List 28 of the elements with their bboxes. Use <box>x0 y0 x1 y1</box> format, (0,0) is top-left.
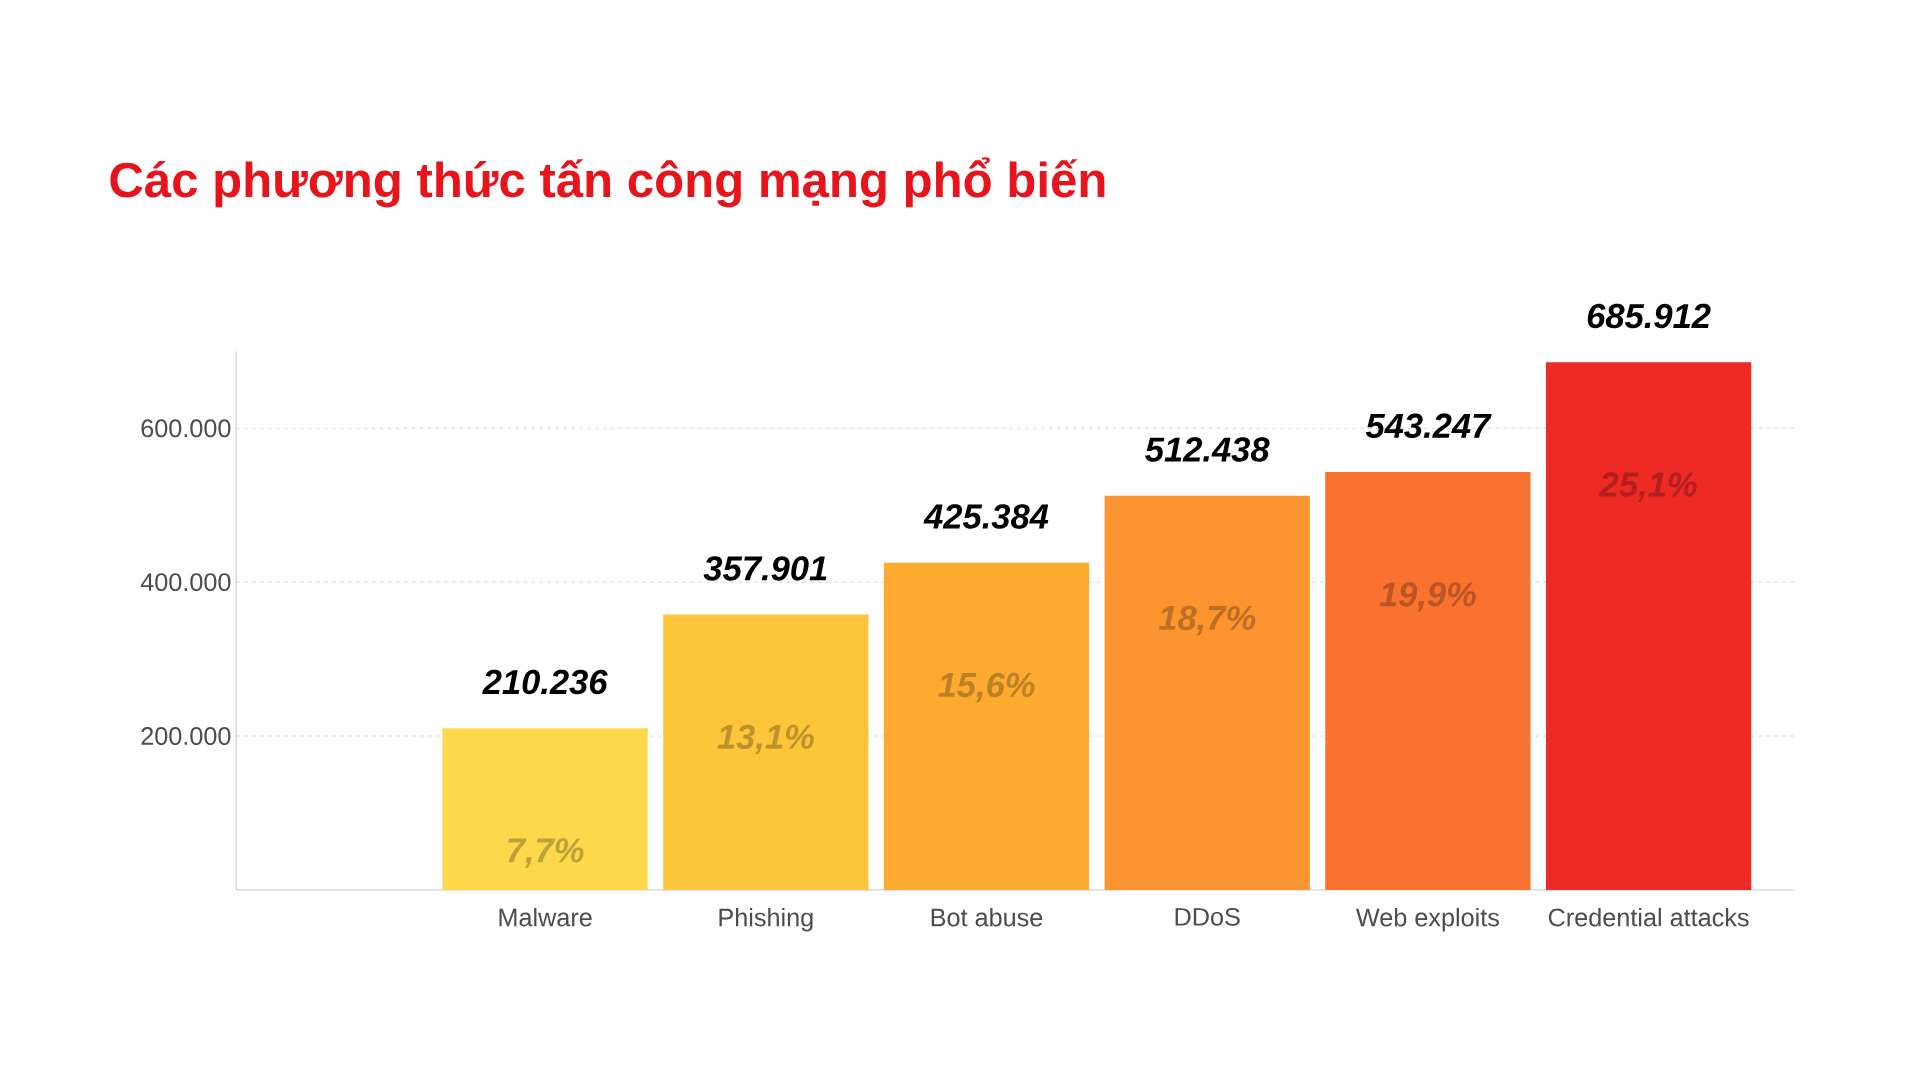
data-label: 210.236 <box>482 669 608 695</box>
bar <box>1545 362 1752 890</box>
bar <box>442 728 648 890</box>
bar <box>1104 495 1310 890</box>
data-label: 543.247 <box>1365 413 1492 439</box>
data-label: 685.912 <box>1587 303 1711 329</box>
x-tick-label: Credential attacks <box>1548 907 1749 927</box>
annotation: 15,6% <box>938 672 1035 703</box>
annotation: 19,9% <box>1379 582 1476 612</box>
bar <box>663 614 869 890</box>
chart-title: Các phương thức tấn công mạng phổ biến <box>110 157 1105 208</box>
y-tick-label: 200.000 <box>141 727 231 745</box>
x-tick-label: DDoS <box>1175 907 1240 926</box>
annotation: 13,1% <box>717 724 814 755</box>
data-label: 425.384 <box>923 504 1049 529</box>
annotation: 18,7% <box>1158 605 1256 636</box>
bar <box>1325 471 1531 890</box>
bar <box>883 562 1090 890</box>
data-label: 357.901 <box>703 556 827 581</box>
y-tick-label: 600.000 <box>141 419 231 438</box>
x-tick-label: Malware <box>499 907 592 927</box>
data-label: 512.438 <box>1145 437 1270 462</box>
y-tick-label: 400.000 <box>140 573 231 592</box>
x-tick-label: Web exploits <box>1355 907 1499 932</box>
x-tick-label: Bot abuse <box>931 907 1043 927</box>
x-tick-label: Phishing <box>719 907 813 932</box>
annotation: 25,1% <box>1599 472 1697 502</box>
annotation: 7,7% <box>508 838 584 868</box>
